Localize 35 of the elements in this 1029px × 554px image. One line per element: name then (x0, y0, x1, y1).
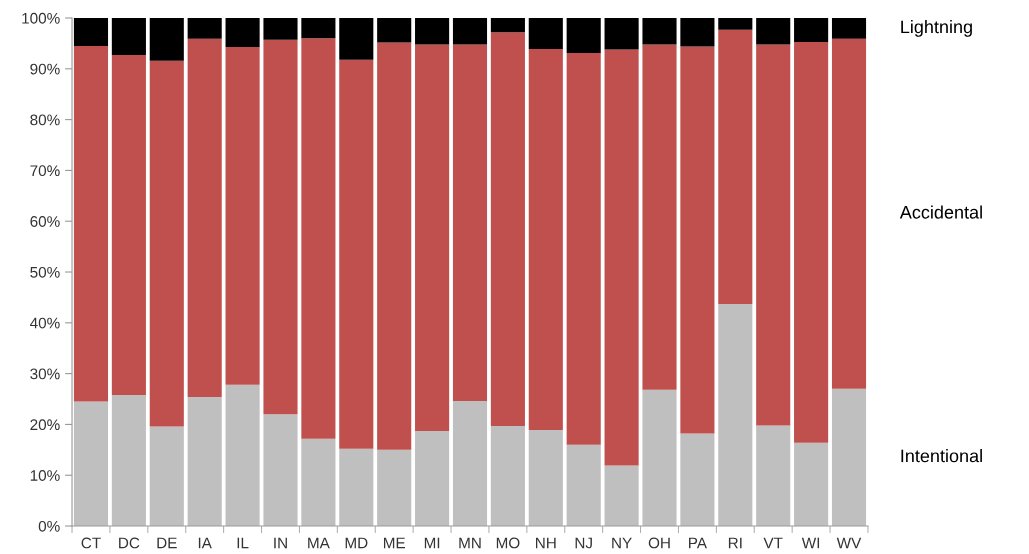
x-tick-label: IN (274, 537, 287, 549)
series-label: Lightning (901, 20, 972, 37)
y-tick-label: 80% (30, 114, 60, 126)
x-tick-label: WI (801, 537, 820, 549)
x-tick-label: IA (198, 537, 212, 549)
y-tick-label: 0% (38, 520, 60, 532)
y-tick-label: 70% (30, 165, 60, 177)
x-tick-label: MD (345, 537, 368, 549)
y-tick-label: 90% (30, 63, 60, 75)
x-tick-label: MI (424, 537, 440, 549)
y-tick-label: 30% (30, 368, 60, 380)
series-label: Accidental (899, 205, 982, 219)
x-tick-label: MN (459, 537, 481, 549)
x-tick-label: VT (763, 537, 783, 549)
x-tick-label: NH (536, 537, 556, 549)
x-tick-label: MO (496, 537, 520, 549)
x-tick-label: NY (612, 537, 632, 549)
x-tick-label: NJ (575, 537, 592, 549)
x-tick-label: DC (119, 537, 140, 549)
y-tick-label: 60% (30, 216, 60, 227)
x-tick-label: PA (689, 537, 707, 549)
y-tick-label: 20% (30, 419, 60, 431)
y-tick-label: 10% (30, 470, 60, 481)
x-tick-label: WV (836, 537, 862, 549)
y-tick-label: 40% (30, 317, 60, 329)
x-tick-label: RI (728, 537, 742, 549)
x-tick-label: DE (157, 537, 177, 549)
x-tick-label: ME (383, 537, 405, 549)
series-label: Intentional (901, 449, 982, 463)
x-tick-label: IL (237, 537, 249, 549)
x-tick-label: OH (648, 537, 670, 549)
y-tick-label: 50% (30, 266, 60, 278)
x-tick-label: CT (81, 537, 101, 549)
x-tick-label: MA (308, 537, 330, 549)
y-tick-label: 100% (22, 12, 60, 24)
